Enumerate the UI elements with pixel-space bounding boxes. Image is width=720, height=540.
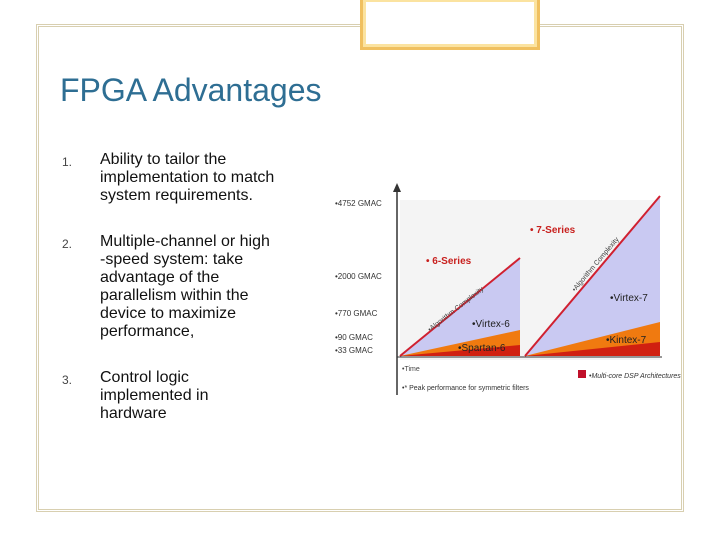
- item-line: hardware: [100, 405, 167, 422]
- header-tab: [360, 0, 540, 50]
- axis-label: •4752 GMAC: [335, 199, 382, 208]
- item-text: Control logic implemented in hardware: [100, 369, 209, 423]
- axis-label: •2000 GMAC: [335, 272, 382, 281]
- legend-label: •Multi-core DSP Architectures: [589, 373, 681, 380]
- axis-label: •90 GMAC: [335, 333, 373, 342]
- item-line: advantage of the: [100, 269, 220, 286]
- device-label: •Spartan-6: [458, 343, 506, 354]
- item-line: -speed system: take: [100, 251, 244, 268]
- item-line: implementation to match: [100, 169, 275, 186]
- series-label: • 7-Series: [530, 225, 576, 236]
- y-axis-arrow: [393, 183, 401, 192]
- item-line: performance,: [100, 323, 195, 340]
- slide-title: FPGA Advantages: [60, 72, 322, 108]
- item-number: 1.: [62, 155, 73, 169]
- item-text: Ability to tailor the implementation to m…: [100, 151, 274, 205]
- legend-swatch: [578, 370, 586, 378]
- item-text: Multiple-channel or high -speed system: t…: [100, 233, 270, 341]
- item-line: parallelism within the: [100, 287, 249, 304]
- edge-7: [524, 195, 661, 357]
- item-number: 3.: [62, 373, 73, 387]
- item-line: Ability to tailor the: [100, 151, 227, 168]
- item-number: 2.: [62, 237, 73, 251]
- item-line: device to maximize: [100, 305, 237, 322]
- item-line: implemented in: [100, 387, 209, 404]
- item-line: system requirements.: [100, 187, 253, 204]
- device-label: •Kintex-7: [606, 335, 647, 346]
- device-label: •Virtex-6: [472, 319, 510, 330]
- item-line: Control logic: [100, 369, 189, 386]
- axis-title: •Time: [402, 366, 420, 373]
- item-line: Multiple-channel or high: [100, 233, 270, 250]
- axis-label: •770 GMAC: [335, 309, 378, 318]
- series-label: • 6-Series: [426, 256, 472, 267]
- area-6-base: [400, 345, 520, 356]
- footnote: •* Peak performance for symmetric filter…: [402, 385, 529, 392]
- axis-label: •33 GMAC: [335, 346, 373, 355]
- area-7-base: [525, 342, 660, 356]
- device-label: •Virtex-7: [610, 293, 648, 304]
- edge-6: [399, 257, 521, 357]
